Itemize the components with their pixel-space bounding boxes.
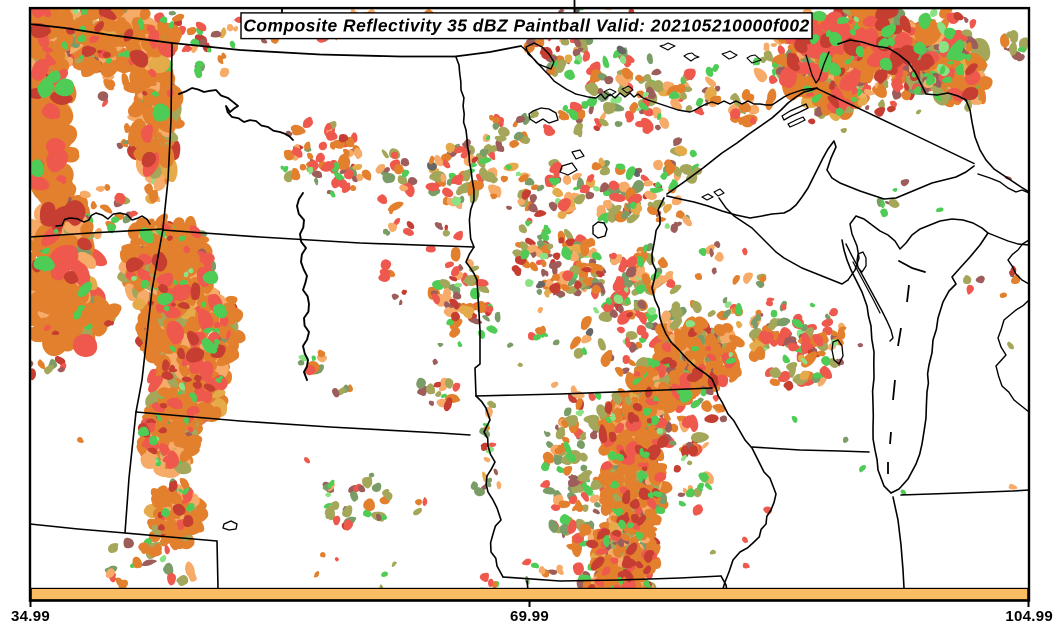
svg-text:69.99: 69.99 <box>510 608 549 625</box>
svg-text:104.99: 104.99 <box>1005 608 1053 625</box>
svg-text:Composite Reflectivity 35 dBZ: Composite Reflectivity 35 dBZ Paintball … <box>243 16 809 36</box>
svg-text:34.99: 34.99 <box>11 608 50 625</box>
